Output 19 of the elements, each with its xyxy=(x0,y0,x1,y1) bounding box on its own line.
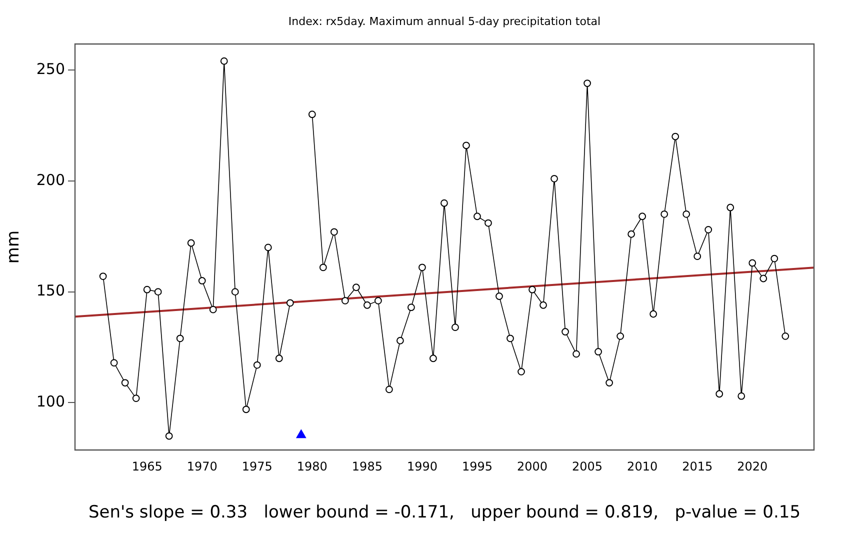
text: Sen's slope = 0.33 lower bound = -0.171, upper bound = 0.819, p-value = 0.15 xyxy=(88,502,801,522)
x-tick-label: 1995 xyxy=(462,459,493,474)
x-tick-label: 2020 xyxy=(737,459,768,474)
x-tick-label: 2010 xyxy=(627,459,658,474)
x-tick-label: 1990 xyxy=(406,459,438,474)
x-tick-label: 1980 xyxy=(296,459,328,474)
y-tick-label: 250 xyxy=(36,60,65,78)
x-tick-label: 1970 xyxy=(186,459,218,474)
x-tick-label: 1985 xyxy=(352,459,382,474)
x-tick-label: 1975 xyxy=(242,459,272,474)
chart-title: Index: rx5day. Maximum annual 5-day precipitation total xyxy=(288,14,601,28)
x-tick-label: 2000 xyxy=(516,459,548,474)
x-tick-label: 1965 xyxy=(132,459,162,474)
y-tick-label: 150 xyxy=(36,282,65,300)
x-tick-label: 2015 xyxy=(682,459,713,474)
y-tick-label: 100 xyxy=(36,392,65,411)
y-axis-title: mm xyxy=(4,230,24,264)
x-tick-label: 2005 xyxy=(572,459,603,474)
y-tick-label: 200 xyxy=(36,170,65,189)
